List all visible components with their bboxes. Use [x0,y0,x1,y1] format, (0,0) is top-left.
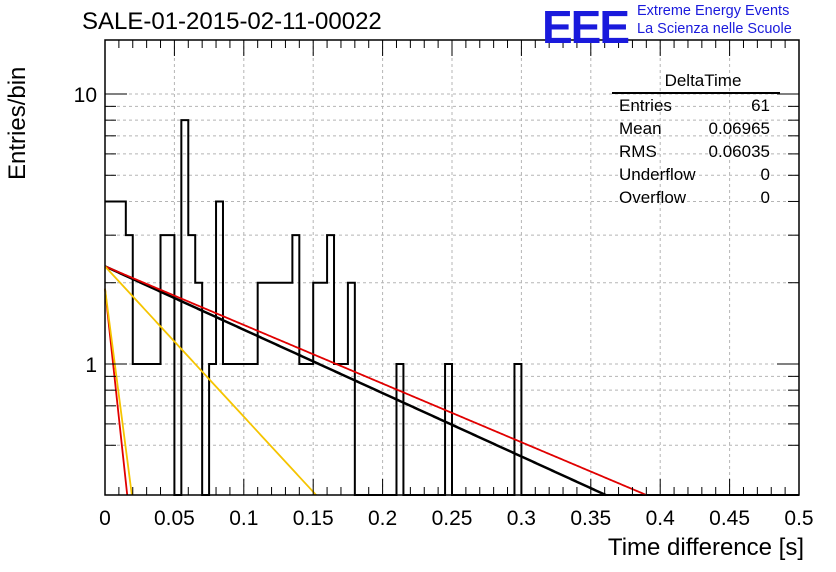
x-tick-label: 0.1 [229,507,258,530]
x-tick-label: 0 [99,507,111,530]
logo-mark: EEE [542,1,630,53]
x-tick-label: 0.15 [293,507,334,530]
stats-label: Underflow [619,165,696,184]
x-tick-label: 0.45 [709,507,750,530]
stats-label: Overflow [619,188,687,207]
stats-value: 0.06965 [708,119,770,138]
stats-row: Underflow 0 [612,163,780,186]
stats-value: 0 [760,188,770,207]
fit-curve [104,265,317,496]
x-tick-label: 0.35 [570,507,611,530]
x-tick-label: 0.25 [432,507,473,530]
x-tick-label: 0.05 [154,507,195,530]
stats-label: RMS [619,142,657,161]
fit-curve [104,288,133,496]
logo-line-1: Extreme Energy Events [637,3,790,19]
stats-value: 0.06035 [708,142,770,161]
x-tick-label: 0.5 [784,507,813,530]
y-axis-label: Entries/bin [4,66,31,180]
y-tick-label: 10 [74,84,97,107]
stats-label: Mean [619,119,662,138]
x-tick-label: 0.4 [646,507,676,530]
logo-text: Extreme Energy Events La Scienza nelle S… [637,2,792,38]
fit-curve [104,265,647,496]
stats-row: Overflow 0 [612,186,780,209]
y-tick-label: 1 [85,354,97,377]
stats-label: Entries [619,96,672,115]
stats-row: RMS 0.06035 [612,140,780,163]
stats-box: DeltaTime Entries 61 Mean 0.06965 RMS 0.060… [612,70,780,209]
x-tick-label: 0.3 [507,507,536,530]
stats-title: DeltaTime [612,70,780,94]
logo-line-2: La Scienza nelle Scuole [637,21,792,37]
fit-curve [104,265,607,497]
stats-value: 0 [760,165,770,184]
eee-logo: EEE [542,0,630,54]
chart-title: SALE-01-2015-02-11-00022 [82,8,382,35]
stats-row: Entries 61 [612,94,780,117]
x-axis-label: Time difference [s] [607,534,804,561]
x-tick-label: 0.2 [368,507,397,530]
stats-row: Mean 0.06965 [612,117,780,140]
stats-value: 61 [751,96,770,115]
